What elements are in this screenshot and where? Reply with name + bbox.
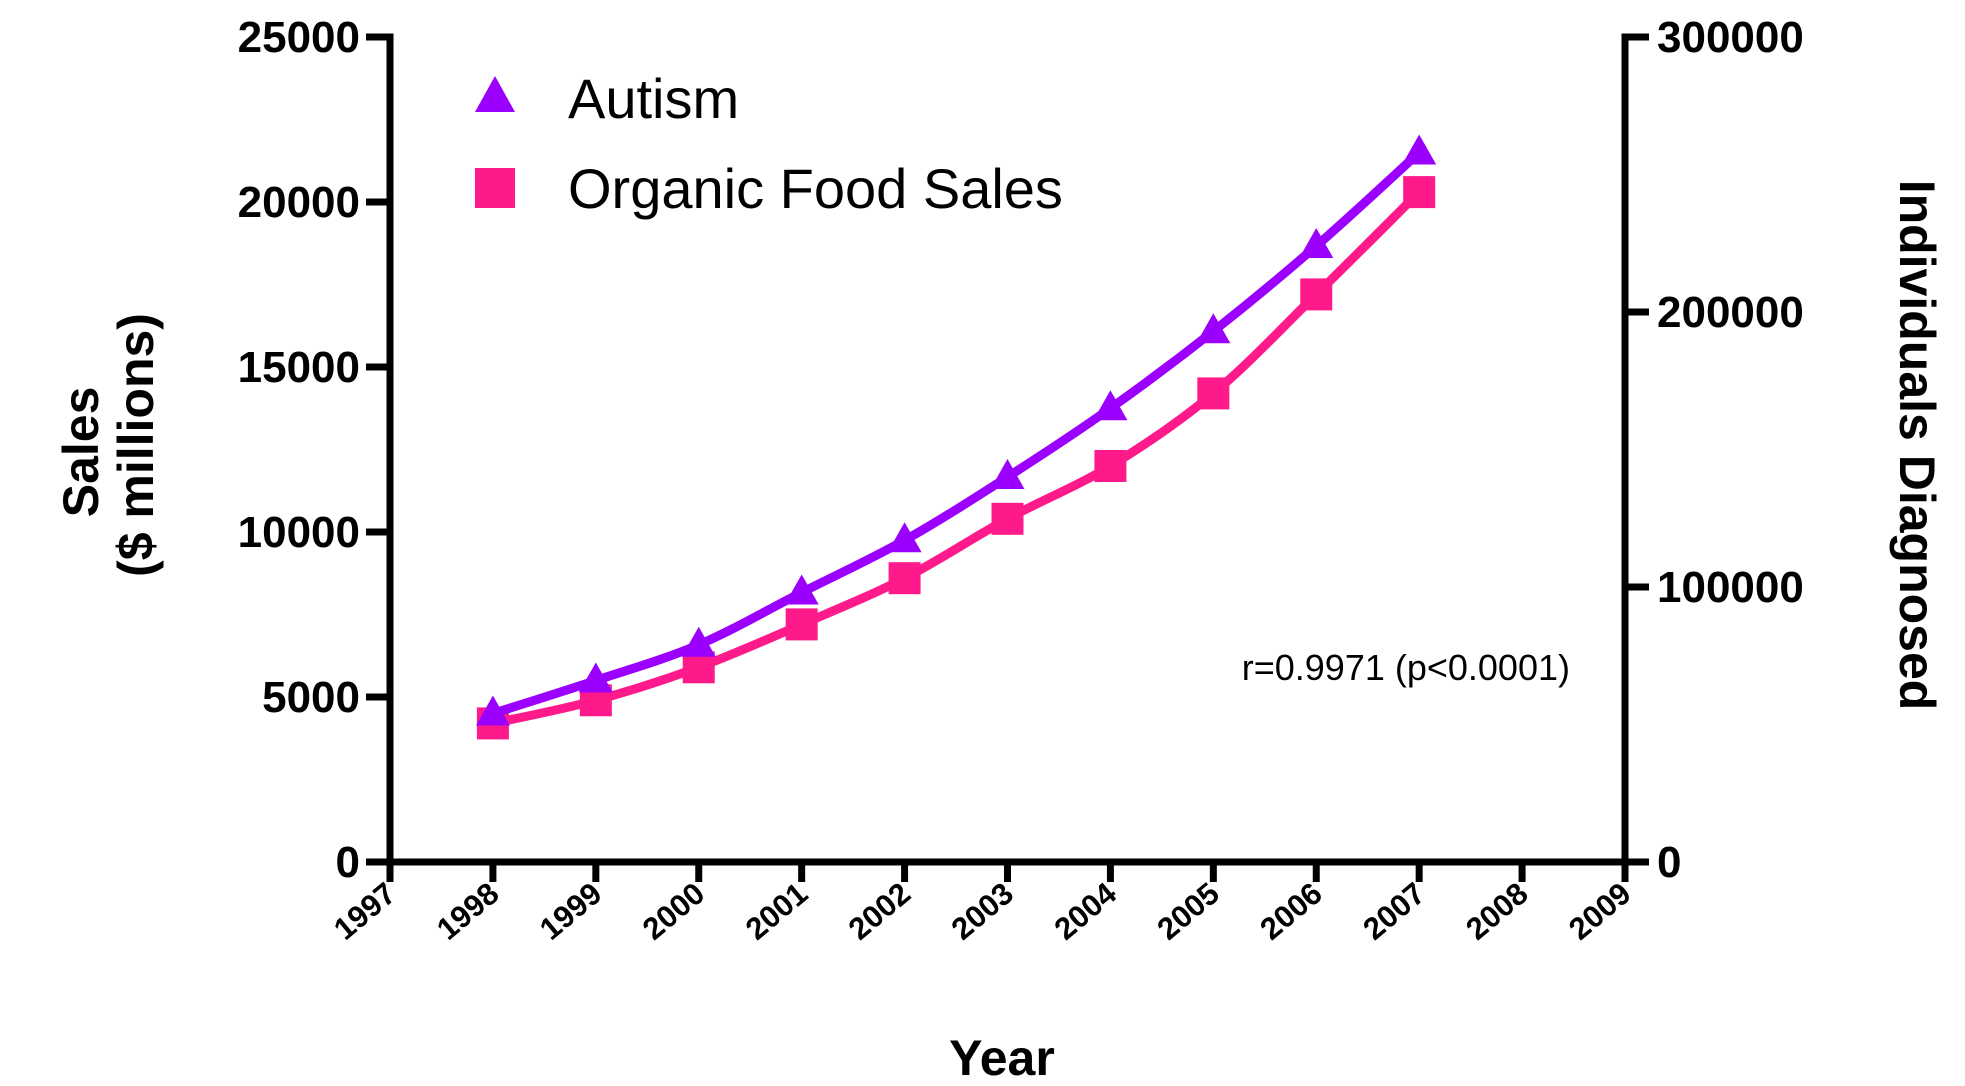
- left-y-axis-title-line-1: Sales: [53, 387, 109, 518]
- x-tick-label: 2008: [1459, 876, 1534, 947]
- organic-food-sales-point: [786, 608, 818, 640]
- x-tick-label: 2000: [636, 876, 711, 947]
- x-tick-label: 1998: [430, 876, 505, 947]
- x-tick-label: 2009: [1562, 876, 1637, 947]
- legend: Autism Organic Food Sales: [475, 67, 1063, 220]
- x-tick-label: 1999: [533, 876, 608, 947]
- correlation-annotation: r=0.9971 (p<0.0001): [1242, 647, 1570, 688]
- x-tick-label: 2004: [1048, 875, 1124, 947]
- axes: 0 5000 10000 15000 20000 25000 0 100000 200000 30…: [238, 13, 1804, 947]
- right-y-tick-label: 200000: [1657, 288, 1804, 337]
- legend-autism-marker: [475, 76, 515, 112]
- autism-point: [1402, 135, 1436, 165]
- left-y-tick-label: 25000: [238, 13, 360, 62]
- legend-organic-food-sales-marker: [475, 168, 515, 208]
- left-y-tick-label: 10000: [238, 508, 360, 557]
- left-y-axis-title: Sales ($ millions): [53, 313, 164, 577]
- x-axis-title: Year: [949, 1030, 1055, 1086]
- left-y-tick-label: 15000: [238, 343, 360, 392]
- organic-food-sales-point: [1300, 278, 1332, 310]
- x-tick-label: 2005: [1151, 876, 1226, 947]
- left-y-axis-title-line-2: ($ millions): [108, 313, 164, 577]
- right-y-tick-label: 0: [1657, 838, 1681, 887]
- x-tick-label: 2003: [945, 876, 1020, 947]
- legend-autism-label: Autism: [568, 67, 739, 130]
- left-y-tick-label: 5000: [262, 673, 360, 722]
- x-tick-label: 2007: [1356, 876, 1431, 947]
- autism-line: [493, 153, 1419, 714]
- right-y-tick-label: 100000: [1657, 563, 1804, 612]
- right-y-tick-label: 300000: [1657, 13, 1804, 62]
- x-tick-label: 2001: [739, 876, 814, 947]
- right-y-axis-title: Individuals Diagnosed: [1889, 180, 1945, 711]
- legend-organic-food-sales-label: Organic Food Sales: [568, 157, 1063, 220]
- organic-food-sales-point: [889, 562, 921, 594]
- organic-food-sales-point: [992, 503, 1024, 535]
- x-tick-label: 2002: [842, 876, 917, 947]
- organic-food-sales-point: [1197, 377, 1229, 409]
- autism-series: [476, 135, 1436, 726]
- organic-food-sales-point: [1403, 176, 1435, 208]
- x-tick-label: 2006: [1253, 876, 1328, 947]
- left-y-tick-label: 0: [336, 838, 360, 887]
- organic-food-sales-point: [1094, 450, 1126, 482]
- left-y-tick-label: 20000: [238, 178, 360, 227]
